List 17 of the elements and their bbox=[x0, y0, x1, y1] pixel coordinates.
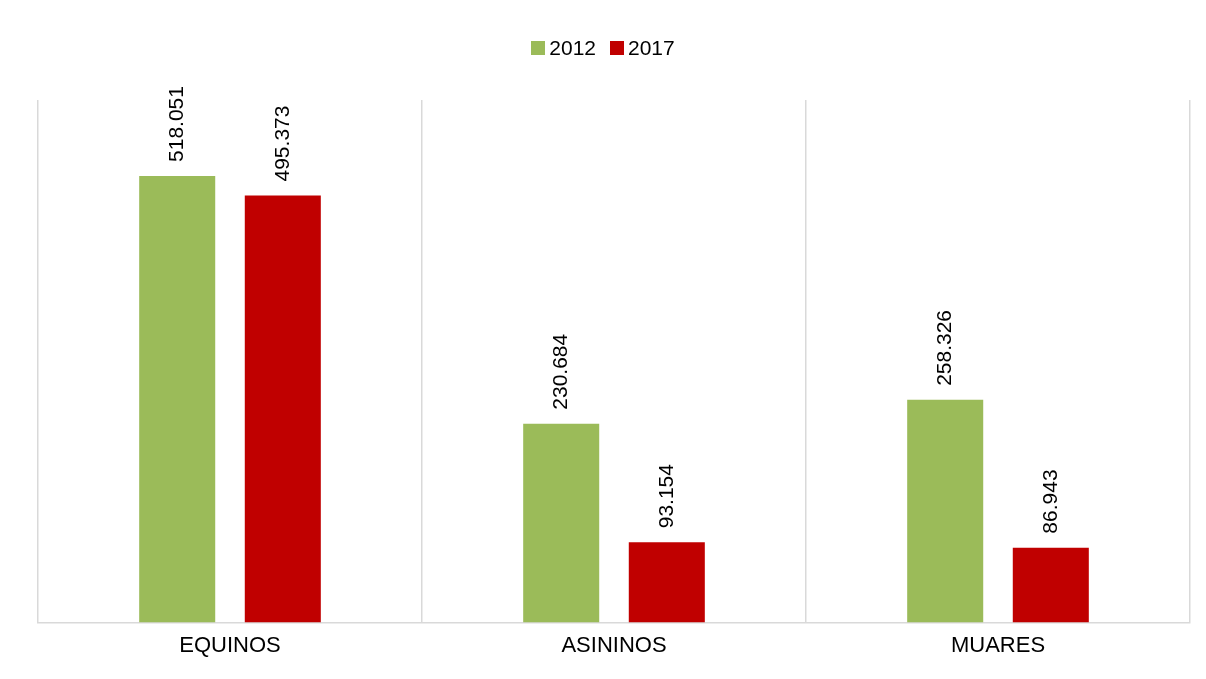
bar bbox=[1012, 547, 1089, 623]
data-label: 495.373 bbox=[269, 105, 293, 182]
legend-label: 2012 bbox=[549, 36, 596, 60]
data-label: 518.051 bbox=[164, 86, 187, 162]
data-label: 86.943 bbox=[1037, 469, 1061, 534]
legend-label: 2017 bbox=[628, 36, 675, 60]
x-tick-label: MUARES bbox=[950, 631, 1046, 657]
bar bbox=[139, 175, 216, 623]
data-label: 230.684 bbox=[548, 333, 571, 410]
data-label: 93.154 bbox=[653, 463, 677, 529]
bar bbox=[628, 542, 705, 623]
bar bbox=[907, 399, 984, 623]
data-label: 258.326 bbox=[932, 309, 955, 386]
x-tick-label: ASININOS bbox=[561, 631, 667, 657]
bar bbox=[523, 423, 600, 623]
x-tick-label: EQUINOS bbox=[179, 631, 281, 657]
bar bbox=[244, 195, 321, 623]
